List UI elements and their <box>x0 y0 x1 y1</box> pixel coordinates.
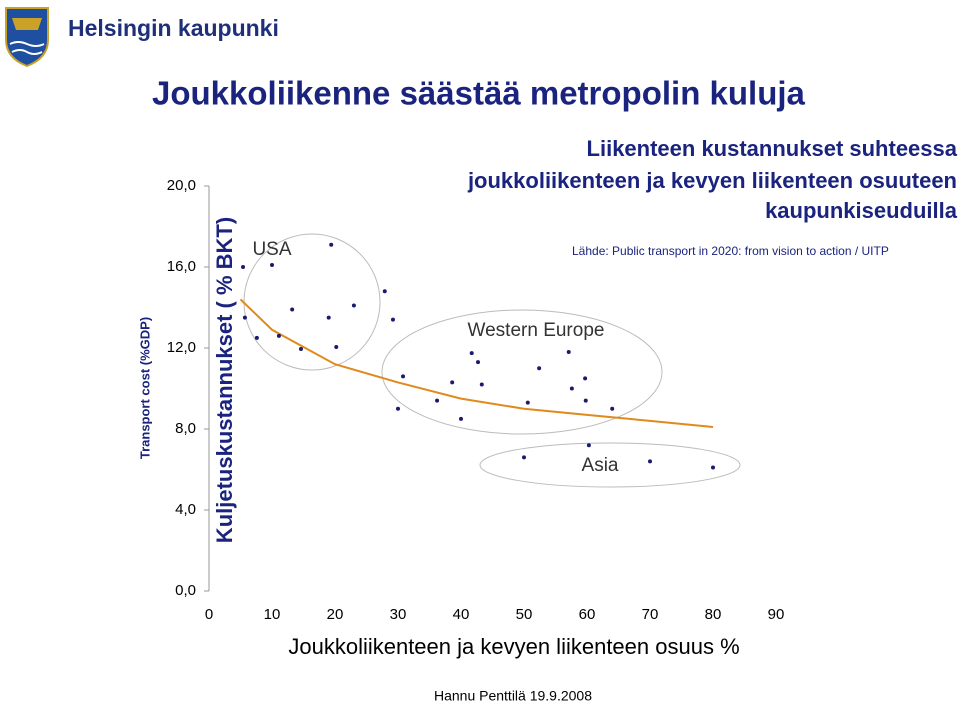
chart-title: joukkoliikenteen ja kevyen liikenteen os… <box>467 168 957 193</box>
region-outline <box>381 309 663 435</box>
logo <box>5 7 49 68</box>
data-point <box>298 347 303 352</box>
data-point <box>569 386 574 391</box>
data-point <box>270 262 274 267</box>
region-label: USA <box>252 239 291 260</box>
data-point <box>276 333 281 338</box>
x-tick-label: 30 <box>390 606 407 623</box>
y-tick-label: 12,0 <box>167 339 196 356</box>
data-point <box>241 265 246 269</box>
data-point <box>610 406 615 411</box>
data-point <box>469 351 474 356</box>
region-outline <box>479 442 741 488</box>
data-point <box>459 416 463 421</box>
data-point <box>334 344 339 349</box>
x-tick-label: 50 <box>516 606 533 623</box>
x-tick-label: 10 <box>264 606 281 623</box>
source-note: Lähde: Public transport in 2020: from vi… <box>572 244 889 258</box>
data-point <box>242 315 247 320</box>
data-point <box>522 455 526 460</box>
data-point <box>586 443 591 448</box>
x-tick-label: 80 <box>705 606 722 623</box>
logo-text: Helsingin kaupunki <box>68 15 279 41</box>
x-tick-label: 90 <box>768 606 785 623</box>
data-point <box>537 366 542 371</box>
slide-title: Joukkoliikenne säästää metropolin kuluja <box>152 75 806 112</box>
y-axis-label: Kuljetuskustannukset ( % BKT) <box>212 217 237 543</box>
data-point <box>390 317 395 322</box>
data-point <box>401 374 406 379</box>
data-point <box>351 303 356 308</box>
y-tick-label: 4,0 <box>175 501 196 518</box>
data-point <box>450 380 455 385</box>
data-point <box>382 289 387 294</box>
x-tick-label: 0 <box>205 606 213 623</box>
data-point <box>290 307 295 312</box>
trend-line <box>239 298 714 428</box>
x-tick-label: 20 <box>327 606 344 623</box>
data-point <box>711 465 715 470</box>
y-tick-label: 0,0 <box>175 582 196 599</box>
x-tick-label: 60 <box>579 606 596 623</box>
y-tick-label: 20,0 <box>167 177 196 194</box>
data-point <box>479 382 484 387</box>
y-tick-label: 16,0 <box>167 258 196 275</box>
data-point <box>254 335 259 340</box>
data-point <box>326 315 331 320</box>
x-axis-label: Joukkoliikenteen ja kevyen liikenteen os… <box>288 634 739 659</box>
data-point <box>525 400 530 405</box>
y-tick-label: 8,0 <box>175 420 196 437</box>
chart-title: Liikenteen kustannukset suhteessa <box>587 136 958 161</box>
data-point <box>329 242 334 247</box>
data-point <box>396 406 400 411</box>
region-label: Asia <box>582 455 619 476</box>
x-tick-label: 40 <box>453 606 470 623</box>
chart-title: kaupunkiseuduilla <box>765 198 958 223</box>
data-point <box>566 350 571 355</box>
y-axis-label-secondary: Transport cost (%GDP) <box>137 317 152 459</box>
data-point <box>583 398 588 403</box>
data-point <box>435 398 440 403</box>
data-point <box>583 376 588 381</box>
region-label: Western Europe <box>468 320 605 341</box>
x-tick-label: 70 <box>642 606 659 623</box>
data-point <box>648 459 652 464</box>
footer: Hannu Penttilä 19.9.2008 <box>434 688 592 704</box>
data-point <box>476 360 481 365</box>
